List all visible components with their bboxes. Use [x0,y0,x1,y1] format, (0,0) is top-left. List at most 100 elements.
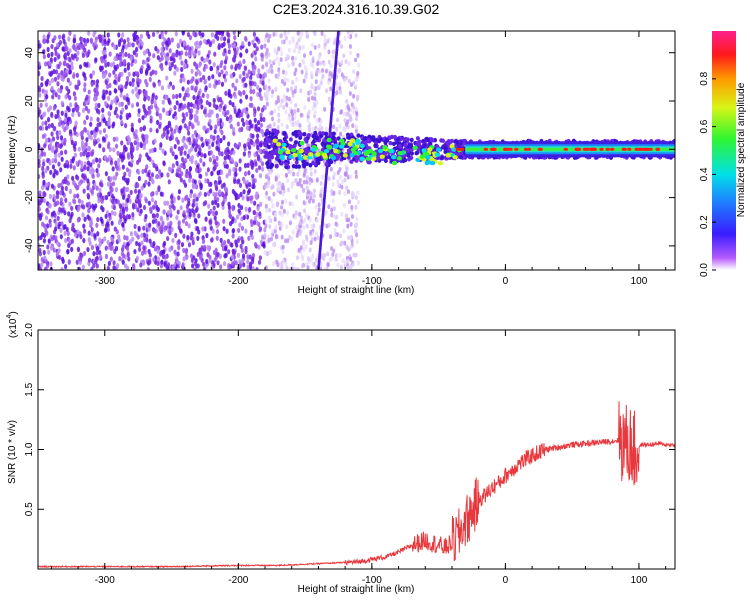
noise-dot [57,254,62,261]
noise-dot [72,73,76,79]
noise-dot [175,136,179,142]
transition-dot [306,189,310,195]
noise-dot [197,90,201,96]
noise-dot [237,208,241,214]
noise-dot [188,35,193,41]
transition-dot [276,173,280,179]
noise-dot [170,37,174,43]
noise-dot [101,73,106,79]
noise-dot [132,71,136,77]
noise-dot [127,53,131,59]
band-blob [363,151,369,156]
noise-dot [38,173,41,180]
noise-dot [86,214,90,220]
noise-dot [61,46,65,52]
noise-dot [114,245,119,252]
noise-dot [171,237,175,244]
noise-dot [182,160,186,166]
noise-dot [121,244,125,250]
noise-dot [121,253,126,259]
noise-dot [176,251,180,257]
noise-dot [85,100,89,106]
noise-dot [239,98,243,104]
noise-dot [68,201,72,207]
band-dot [301,162,306,167]
noise-dot [94,259,98,265]
noise-dot [83,127,88,133]
noise-dot [234,161,238,167]
noise-dot [182,247,186,254]
transition-dot [300,69,304,75]
transition-dot [264,84,268,89]
noise-dot [217,146,221,153]
noise-dot [193,217,198,223]
noise-dot [131,212,135,218]
noise-dot [115,165,120,171]
noise-dot [205,232,209,239]
noise-dot [227,88,231,94]
transition-dot [298,231,302,237]
transition-dot [281,249,285,255]
noise-dot [171,52,175,58]
noise-dot [124,104,128,110]
noise-dot [145,69,149,75]
noise-dot [258,255,262,261]
transition-dot [283,81,287,87]
transition-dot [348,50,352,56]
noise-dot [155,119,160,126]
noise-dot [260,56,264,62]
noise-dot [256,144,260,151]
noise-dot [233,93,237,99]
noise-dot [226,38,231,44]
noise-dot [48,80,52,86]
transition-dot [277,105,281,111]
noise-dot [187,130,191,136]
noise-dot [100,238,104,245]
noise-dot [219,137,223,144]
noise-dot [64,112,68,119]
noise-dot [231,204,235,211]
noise-dot [155,111,159,117]
noise-dot [253,215,257,221]
noise-dot [125,75,130,82]
noise-dot [198,31,202,36]
noise-dot [53,195,57,201]
noise-dot [141,168,145,175]
noise-dot [165,75,169,81]
noise-dot [41,221,45,227]
noise-dot [156,31,160,35]
noise-dot [208,59,212,65]
transition-dot [312,31,316,35]
noise-dot [240,117,245,123]
transition-dot [285,53,289,59]
transition-dot [292,48,296,54]
noise-dot [90,244,94,251]
noise-dot [127,112,132,118]
noise-dot [128,239,132,245]
noise-dot [145,237,149,243]
transition-dot [280,51,284,57]
transition-dot [288,220,292,226]
transition-dot [264,174,268,180]
noise-dot [100,182,104,188]
band-blob [419,154,425,159]
noise-dot [67,36,71,42]
noise-dot [150,177,154,183]
noise-dot [248,261,253,267]
transition-dot [347,34,351,39]
band-dot [349,159,354,164]
noise-dot [59,135,64,141]
band-blob [279,155,285,161]
transition-dot [275,56,279,62]
noise-dot [68,80,72,86]
band-dot [422,143,427,148]
noise-dot [254,161,258,167]
noise-dot [60,267,64,270]
noise-dot [40,82,44,88]
noise-dot [169,167,173,173]
noise-dot [177,245,181,251]
noise-dot [242,107,246,113]
transition-dot [310,82,314,88]
noise-dot [43,191,47,198]
noise-dot [161,41,165,47]
